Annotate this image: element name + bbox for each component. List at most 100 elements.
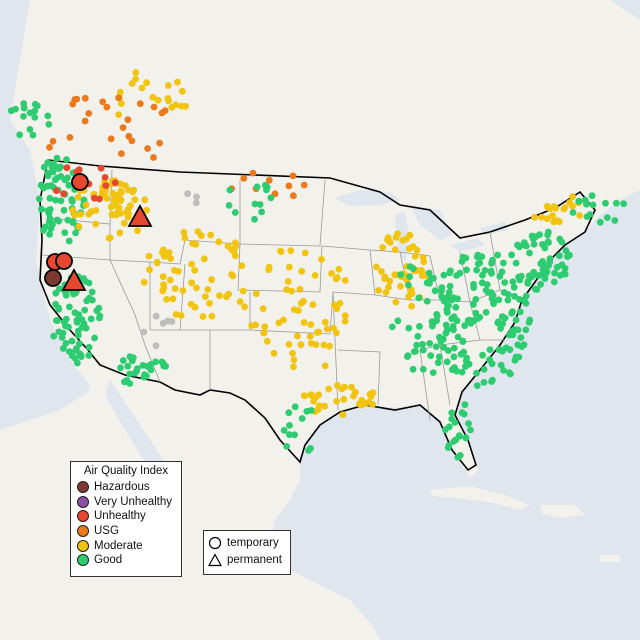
station-marker: [115, 111, 123, 118]
station-marker: [556, 252, 563, 260]
station-marker: [132, 69, 140, 76]
station-marker: [193, 193, 200, 201]
station-marker: [484, 289, 492, 296]
station-marker: [174, 78, 181, 86]
station-marker: [63, 164, 71, 172]
station-marker: [611, 217, 619, 224]
station-marker: [64, 216, 72, 224]
station-marker: [286, 431, 293, 438]
station-marker: [191, 266, 199, 274]
station-marker: [120, 219, 128, 227]
station-marker: [73, 316, 81, 324]
station-marker: [566, 251, 573, 259]
station-marker: [66, 303, 73, 311]
station-marker: [136, 100, 144, 108]
aqi-major-markers: [44, 173, 153, 291]
good-swatch: [77, 554, 89, 567]
station-marker: [543, 215, 551, 223]
station-marker: [427, 274, 435, 282]
station-marker: [448, 296, 456, 304]
station-marker: [494, 251, 502, 259]
station-marker: [141, 196, 149, 204]
station-marker: [419, 272, 426, 280]
aqi-legend: Air Quality Index Hazardous Very Unhealt…: [70, 461, 182, 577]
station-marker: [201, 293, 209, 300]
station-marker: [473, 382, 481, 389]
station-marker: [226, 186, 234, 194]
station-marker: [603, 214, 611, 222]
station-marker: [55, 217, 63, 225]
station-marker: [263, 337, 271, 345]
legend-label: Hazardous: [94, 481, 150, 494]
station-marker: [415, 294, 423, 302]
station-marker: [204, 286, 212, 293]
station-marker: [289, 172, 297, 180]
station-marker: [59, 345, 67, 352]
station-marker: [355, 400, 363, 408]
station-marker: [92, 220, 100, 228]
station-marker: [260, 329, 268, 337]
station-marker: [167, 255, 175, 262]
station-marker: [208, 276, 216, 284]
station-marker: [497, 361, 505, 369]
station-marker: [107, 203, 115, 211]
station-marker: [300, 319, 308, 326]
station-marker: [450, 353, 458, 361]
station-marker: [439, 335, 447, 343]
station-marker: [206, 299, 213, 307]
station-marker: [516, 308, 524, 316]
legend-item-moderate: Moderate: [71, 538, 181, 553]
station-marker: [161, 107, 169, 114]
station-marker: [153, 259, 161, 267]
station-marker: [45, 121, 53, 128]
station-marker: [117, 364, 124, 372]
station-marker: [192, 240, 200, 248]
legend-label: Good: [94, 554, 123, 567]
station-marker: [472, 295, 480, 303]
station-marker: [444, 347, 452, 354]
station-marker: [138, 84, 146, 92]
station-marker: [131, 196, 139, 204]
station-marker: [144, 145, 152, 152]
station-marker: [453, 272, 460, 279]
station-marker: [132, 75, 139, 83]
station-marker: [270, 349, 278, 357]
station-marker: [75, 166, 83, 174]
station-marker: [71, 309, 79, 317]
station-marker: [418, 267, 425, 274]
station-marker: [443, 309, 451, 316]
station-marker: [301, 249, 309, 257]
station-marker: [449, 322, 457, 330]
station-marker: [541, 275, 549, 282]
station-marker: [258, 208, 265, 216]
station-marker: [307, 445, 314, 452]
station-marker: [126, 380, 134, 387]
station-marker: [378, 268, 385, 275]
station-marker: [74, 359, 81, 367]
station-marker: [526, 249, 533, 257]
station-marker: [332, 275, 340, 283]
station-marker: [467, 426, 474, 434]
station-marker: [487, 267, 495, 275]
station-marker: [118, 100, 125, 107]
permanent-monitor-marker: [127, 204, 153, 227]
moderate-swatch: [77, 539, 89, 552]
station-marker: [336, 299, 344, 307]
station-marker: [423, 279, 431, 287]
legend-item-very-unhealthy: Very Unhealthy: [71, 495, 181, 510]
station-marker: [589, 201, 597, 209]
station-marker: [529, 235, 537, 243]
station-marker: [411, 253, 419, 260]
station-marker: [298, 415, 306, 422]
station-marker: [544, 231, 552, 239]
station-marker: [172, 311, 180, 318]
station-marker: [236, 298, 244, 305]
station-marker: [508, 327, 516, 335]
station-marker: [44, 112, 52, 120]
station-marker: [321, 402, 329, 410]
cuba: [430, 486, 530, 510]
station-marker: [45, 210, 53, 217]
station-marker: [55, 165, 63, 173]
station-marker: [338, 385, 346, 393]
station-marker: [514, 326, 522, 334]
